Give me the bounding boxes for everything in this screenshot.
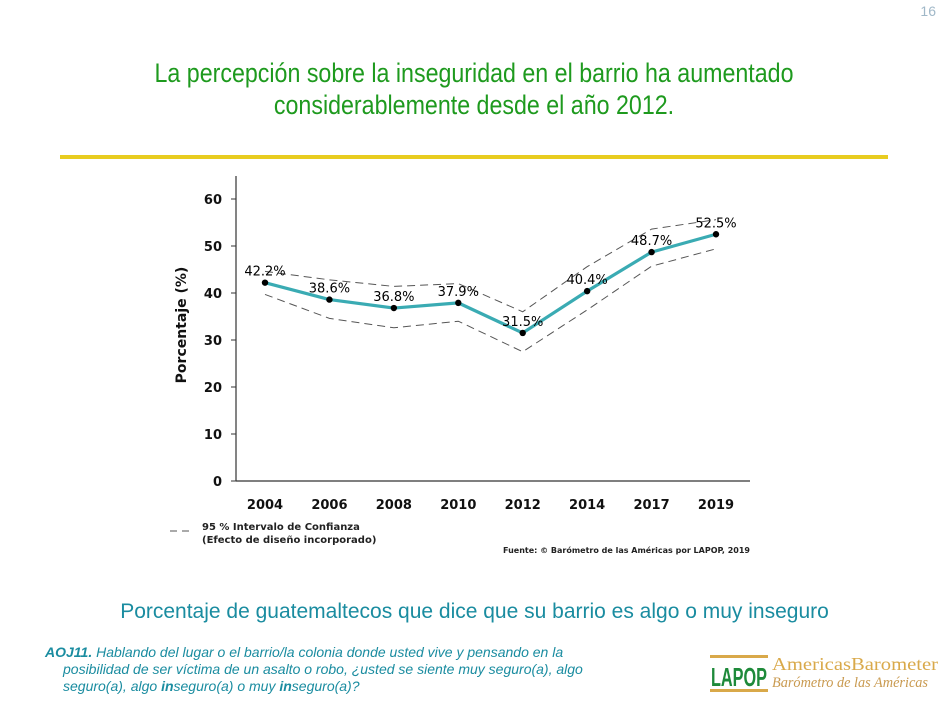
- q3a: seguro(a), algo: [63, 678, 162, 694]
- y-tick-label: 50: [204, 240, 222, 255]
- y-axis-label: Porcentaje (%): [174, 267, 190, 384]
- ci-upper-line: [264, 219, 717, 313]
- y-tick-label: 10: [204, 428, 222, 443]
- q3d: in: [279, 678, 292, 694]
- data-point: [583, 287, 591, 295]
- source-note: Fuente: © Barómetro de las Américas por …: [503, 545, 750, 555]
- q3e: seguro(a)?: [291, 678, 360, 694]
- y-axis-ticks: 0 10 20 30 40 50 60: [204, 193, 236, 490]
- data-point: [455, 299, 462, 307]
- x-tick-label: 2004: [247, 498, 283, 513]
- page-title: La percepción sobre la inseguridad en el…: [118, 57, 830, 121]
- legend-line-1: 95 % Intervalo de Confianza: [202, 522, 360, 533]
- series-line: [264, 232, 717, 335]
- logo-line-2: Barómetro de las Américas: [772, 675, 928, 691]
- data-label: 42.2%: [244, 265, 285, 280]
- ci-lower-line: [264, 248, 717, 353]
- data-points: [261, 231, 720, 337]
- logo-line-1: AmericasBarometer: [772, 654, 938, 674]
- q3b: in: [161, 678, 174, 694]
- data-label: 52.5%: [695, 216, 736, 231]
- logo-bar-top: [710, 655, 768, 658]
- main-series: [264, 232, 717, 335]
- logo-lapop: LAPOP: [711, 662, 767, 692]
- question-text-2: posibilidad de ser víctima de un asalto …: [63, 661, 583, 677]
- data-label: 36.8%: [373, 290, 414, 305]
- data-point: [519, 329, 526, 337]
- x-axis-ticks: 2004 2006 2008 2010 2012 2014 2017 2019: [247, 498, 734, 513]
- title-line-2: considerablemente desde el año 2012.: [273, 90, 675, 120]
- x-tick-label: 2019: [698, 498, 734, 513]
- data-point: [326, 296, 333, 303]
- survey-question: AOJ11. Hablando del lugar o el barrio/la…: [45, 644, 685, 695]
- y-tick-label: 40: [204, 287, 222, 302]
- question-text-3: seguro(a), algo inseguro(a) o muy insegu…: [45, 678, 685, 695]
- confidence-interval: [264, 219, 717, 353]
- data-label: 40.4%: [566, 273, 607, 288]
- q3c: seguro(a) o muy: [173, 678, 280, 694]
- y-tick-label: 30: [204, 334, 222, 349]
- data-labels: 42.2% 38.6% 36.8% 37.9% 31.5% 40.4% 48.7% 52.5%: [244, 216, 736, 330]
- x-tick-label: 2010: [440, 498, 476, 513]
- data-point: [390, 304, 398, 312]
- x-tick-label: 2008: [376, 498, 412, 513]
- data-label: 37.9%: [438, 285, 479, 300]
- question-code: AOJ11.: [45, 644, 93, 660]
- x-tick-label: 2014: [569, 498, 605, 513]
- data-label: 48.7%: [631, 234, 672, 249]
- y-tick-label: 20: [204, 381, 222, 396]
- lapop-logo: LAPOP AmericasBarometer Barómetro de las…: [710, 654, 938, 692]
- chart-subtitle: Porcentaje de guatemaltecos que dice que…: [120, 600, 829, 623]
- data-point: [712, 231, 720, 238]
- legend: 95 % Intervalo de Confianza (Efecto de d…: [170, 522, 376, 546]
- y-tick-label: 0: [213, 475, 222, 490]
- title-divider: [60, 155, 888, 159]
- title-line-1: La percepción sobre la inseguridad en el…: [154, 58, 794, 88]
- x-tick-label: 2012: [505, 498, 541, 513]
- y-tick-label: 60: [204, 193, 222, 208]
- data-point: [261, 279, 269, 286]
- data-label: 31.5%: [502, 315, 543, 330]
- logo-bar-bottom: [710, 689, 768, 692]
- data-label: 38.6%: [309, 282, 350, 297]
- page-number: 16: [920, 3, 936, 19]
- data-point: [648, 248, 655, 256]
- chart-axes: [235, 176, 750, 482]
- x-tick-label: 2017: [633, 498, 669, 513]
- question-text-1: Hablando del lugar o el barrio/la coloni…: [92, 644, 564, 660]
- x-tick-label: 2006: [311, 498, 347, 513]
- legend-line-2: (Efecto de diseño incorporado): [202, 535, 376, 546]
